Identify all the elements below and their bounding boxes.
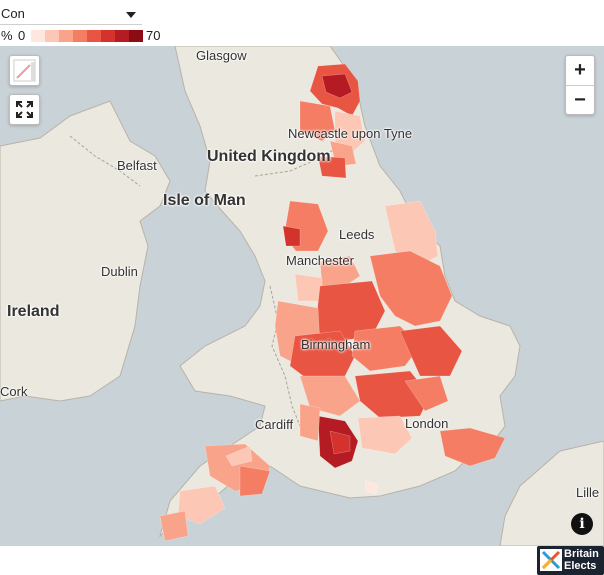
label-cork: Cork <box>0 384 28 399</box>
zoom-control: + − <box>565 55 595 115</box>
label-belfast: Belfast <box>117 158 157 173</box>
zoom-in-button[interactable]: + <box>566 56 594 86</box>
legend-swatch-7 <box>129 30 143 42</box>
top-bar: Con % 0 70 <box>0 0 604 46</box>
label-ireland: Ireland <box>7 303 60 320</box>
legend-swatch-1 <box>45 30 59 42</box>
scotland-border <box>254 145 341 177</box>
party-select[interactable]: Con <box>0 4 142 25</box>
britain-elects-logo[interactable]: Britain Elects <box>537 546 604 575</box>
map-view[interactable]: Glasgow Newcastle upon Tyne United Kingd… <box>0 46 604 546</box>
label-london: London <box>405 416 449 431</box>
label-united-kingdom: United Kingdom <box>207 148 331 165</box>
ni-border <box>69 135 141 187</box>
legend-swatch-5 <box>101 30 115 42</box>
legend-swatch-0 <box>31 30 45 42</box>
label-birmingham: Birmingham <box>301 337 371 352</box>
legend-swatch-4 <box>87 30 101 42</box>
britain-elects-mark-icon <box>540 549 562 571</box>
line-tool-button[interactable] <box>9 55 40 86</box>
legend-swatch-6 <box>115 30 129 42</box>
label-manchester: Manchester <box>286 253 354 268</box>
info-icon[interactable]: i <box>571 513 593 535</box>
label-cardiff: Cardiff <box>255 417 294 432</box>
expand-icon <box>16 101 33 118</box>
legend-swatch-3 <box>73 30 87 42</box>
label-glasgow: Glasgow <box>196 48 247 63</box>
legend-max: 70 <box>146 28 161 43</box>
legend-swatches <box>31 30 143 42</box>
label-isle-of-man: Isle of Man <box>163 192 246 209</box>
label-newcastle: Newcastle upon Tyne <box>288 126 413 141</box>
color-legend: % 0 70 <box>0 28 170 44</box>
legend-min: 0 <box>18 28 26 43</box>
brand-line-1: Britain <box>564 548 599 560</box>
legend-unit: % <box>1 28 13 43</box>
ireland-landmass <box>0 100 171 402</box>
label-lille: Lille <box>576 485 600 500</box>
constituency-shading <box>159 63 506 542</box>
label-leeds: Leeds <box>339 227 375 242</box>
wales-border <box>269 285 301 427</box>
pencil-line-icon <box>13 59 36 82</box>
chevron-down-icon <box>126 12 136 18</box>
legend-swatch-2 <box>59 30 73 42</box>
label-dublin: Dublin <box>101 264 138 279</box>
zoom-out-button[interactable]: − <box>574 89 586 111</box>
brand-line-2: Elects <box>564 560 597 572</box>
map-canvas <box>0 46 604 546</box>
footer: Britain Elects <box>0 546 604 575</box>
fullscreen-button[interactable] <box>9 94 40 125</box>
party-select-value: Con <box>1 6 25 21</box>
